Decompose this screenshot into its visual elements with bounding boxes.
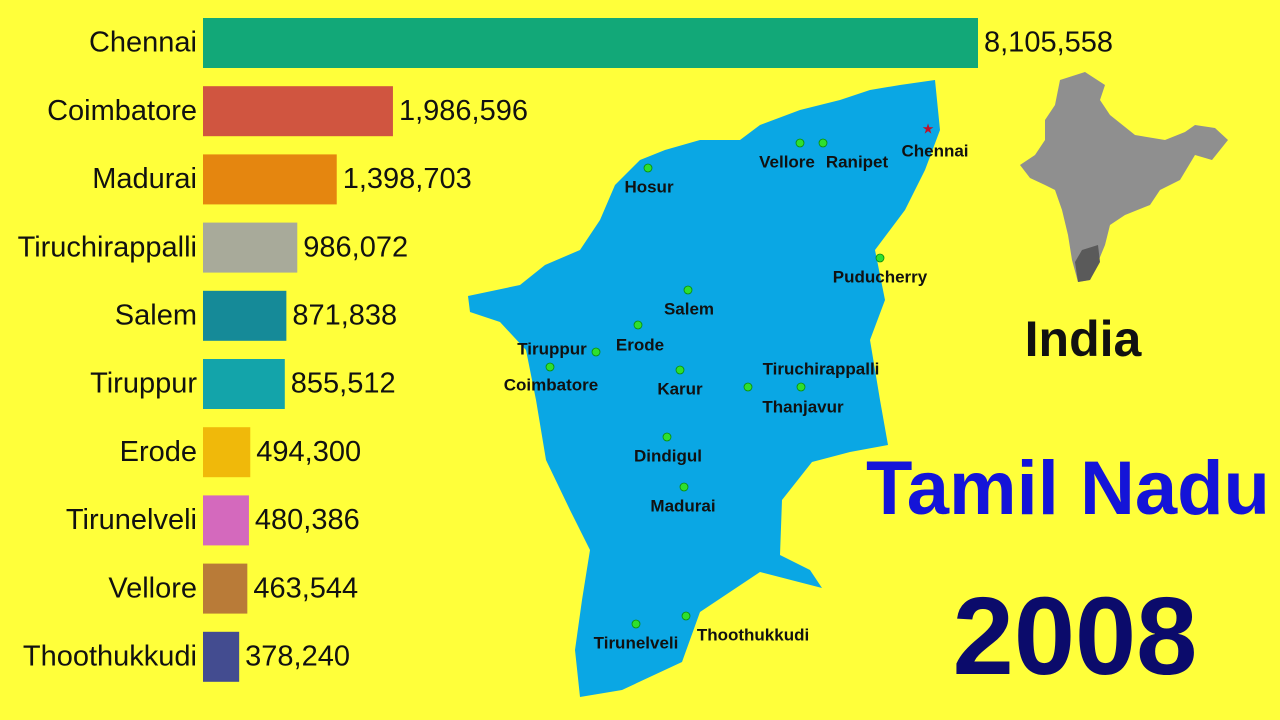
category-label: Vellore [108, 572, 197, 604]
category-label: Tiruchirappalli [18, 231, 197, 263]
bar [203, 427, 251, 478]
city-label: Dindigul [634, 446, 702, 465]
category-label: Tiruppur [90, 368, 197, 400]
value-label: 1,986,596 [399, 95, 528, 127]
bar [203, 631, 240, 682]
value-label: 8,105,558 [984, 27, 1113, 59]
city-label: Vellore [759, 152, 815, 171]
inset-label: India [1025, 311, 1143, 367]
bar [203, 86, 393, 137]
tamil-nadu-map [468, 80, 940, 697]
city-dot [818, 138, 828, 148]
value-label: 986,072 [303, 231, 408, 263]
city-label: Chennai [901, 141, 968, 160]
city-dot [796, 382, 806, 392]
category-label: Madurai [92, 163, 197, 195]
city-dot [675, 365, 685, 375]
city-dot [875, 253, 885, 263]
bar [203, 18, 978, 68]
city-label: Tiruppur [517, 339, 587, 358]
city-label: Coimbatore [504, 375, 598, 394]
city-label: Madurai [650, 496, 715, 515]
city-dot [545, 362, 555, 372]
bar [203, 563, 248, 614]
category-label: Salem [115, 299, 197, 331]
city-label: Salem [664, 299, 714, 318]
category-label: Coimbatore [47, 95, 197, 127]
city-label: Thanjavur [762, 397, 844, 416]
year-label: 2008 [953, 575, 1198, 698]
value-label: 463,544 [253, 572, 358, 604]
city-dot [679, 482, 689, 492]
bar [203, 290, 287, 341]
india-inset [1020, 72, 1228, 282]
city-dot [795, 138, 805, 148]
city-label: Ranipet [826, 152, 889, 171]
value-label: 871,838 [292, 299, 397, 331]
india-shape [1020, 72, 1228, 282]
tamil-nadu-highlight [1075, 245, 1100, 282]
city-dot [683, 285, 693, 295]
category-label: Erode [120, 436, 197, 468]
city-dot [662, 432, 672, 442]
capital-star: ★ [922, 121, 935, 137]
city-label: Puducherry [833, 267, 928, 286]
city-label: Erode [616, 335, 664, 354]
category-label: Chennai [89, 27, 197, 59]
city-dot [631, 619, 641, 629]
value-label: 480,386 [255, 504, 360, 536]
city-label: Hosur [624, 177, 674, 196]
city-dot [591, 347, 601, 357]
city-dot [681, 611, 691, 621]
category-label: Thoothukkudi [23, 640, 197, 672]
value-label: 378,240 [245, 640, 350, 672]
bar [203, 222, 298, 273]
bar [203, 495, 249, 546]
city-label: Thoothukkudi [697, 625, 809, 644]
bar [203, 154, 337, 205]
value-label: 855,512 [291, 368, 396, 400]
city-label: Karur [657, 379, 703, 398]
city-label: Tiruchirappalli [763, 359, 880, 378]
city-dot [743, 382, 753, 392]
city-dot [643, 163, 653, 173]
region-title: Tamil Nadu [866, 446, 1270, 531]
value-label: 494,300 [256, 436, 361, 468]
city-dot [633, 320, 643, 330]
bar [203, 359, 285, 409]
city-label: Tirunelveli [594, 633, 679, 652]
value-label: 1,398,703 [343, 163, 472, 195]
category-label: Tirunelveli [66, 504, 197, 536]
